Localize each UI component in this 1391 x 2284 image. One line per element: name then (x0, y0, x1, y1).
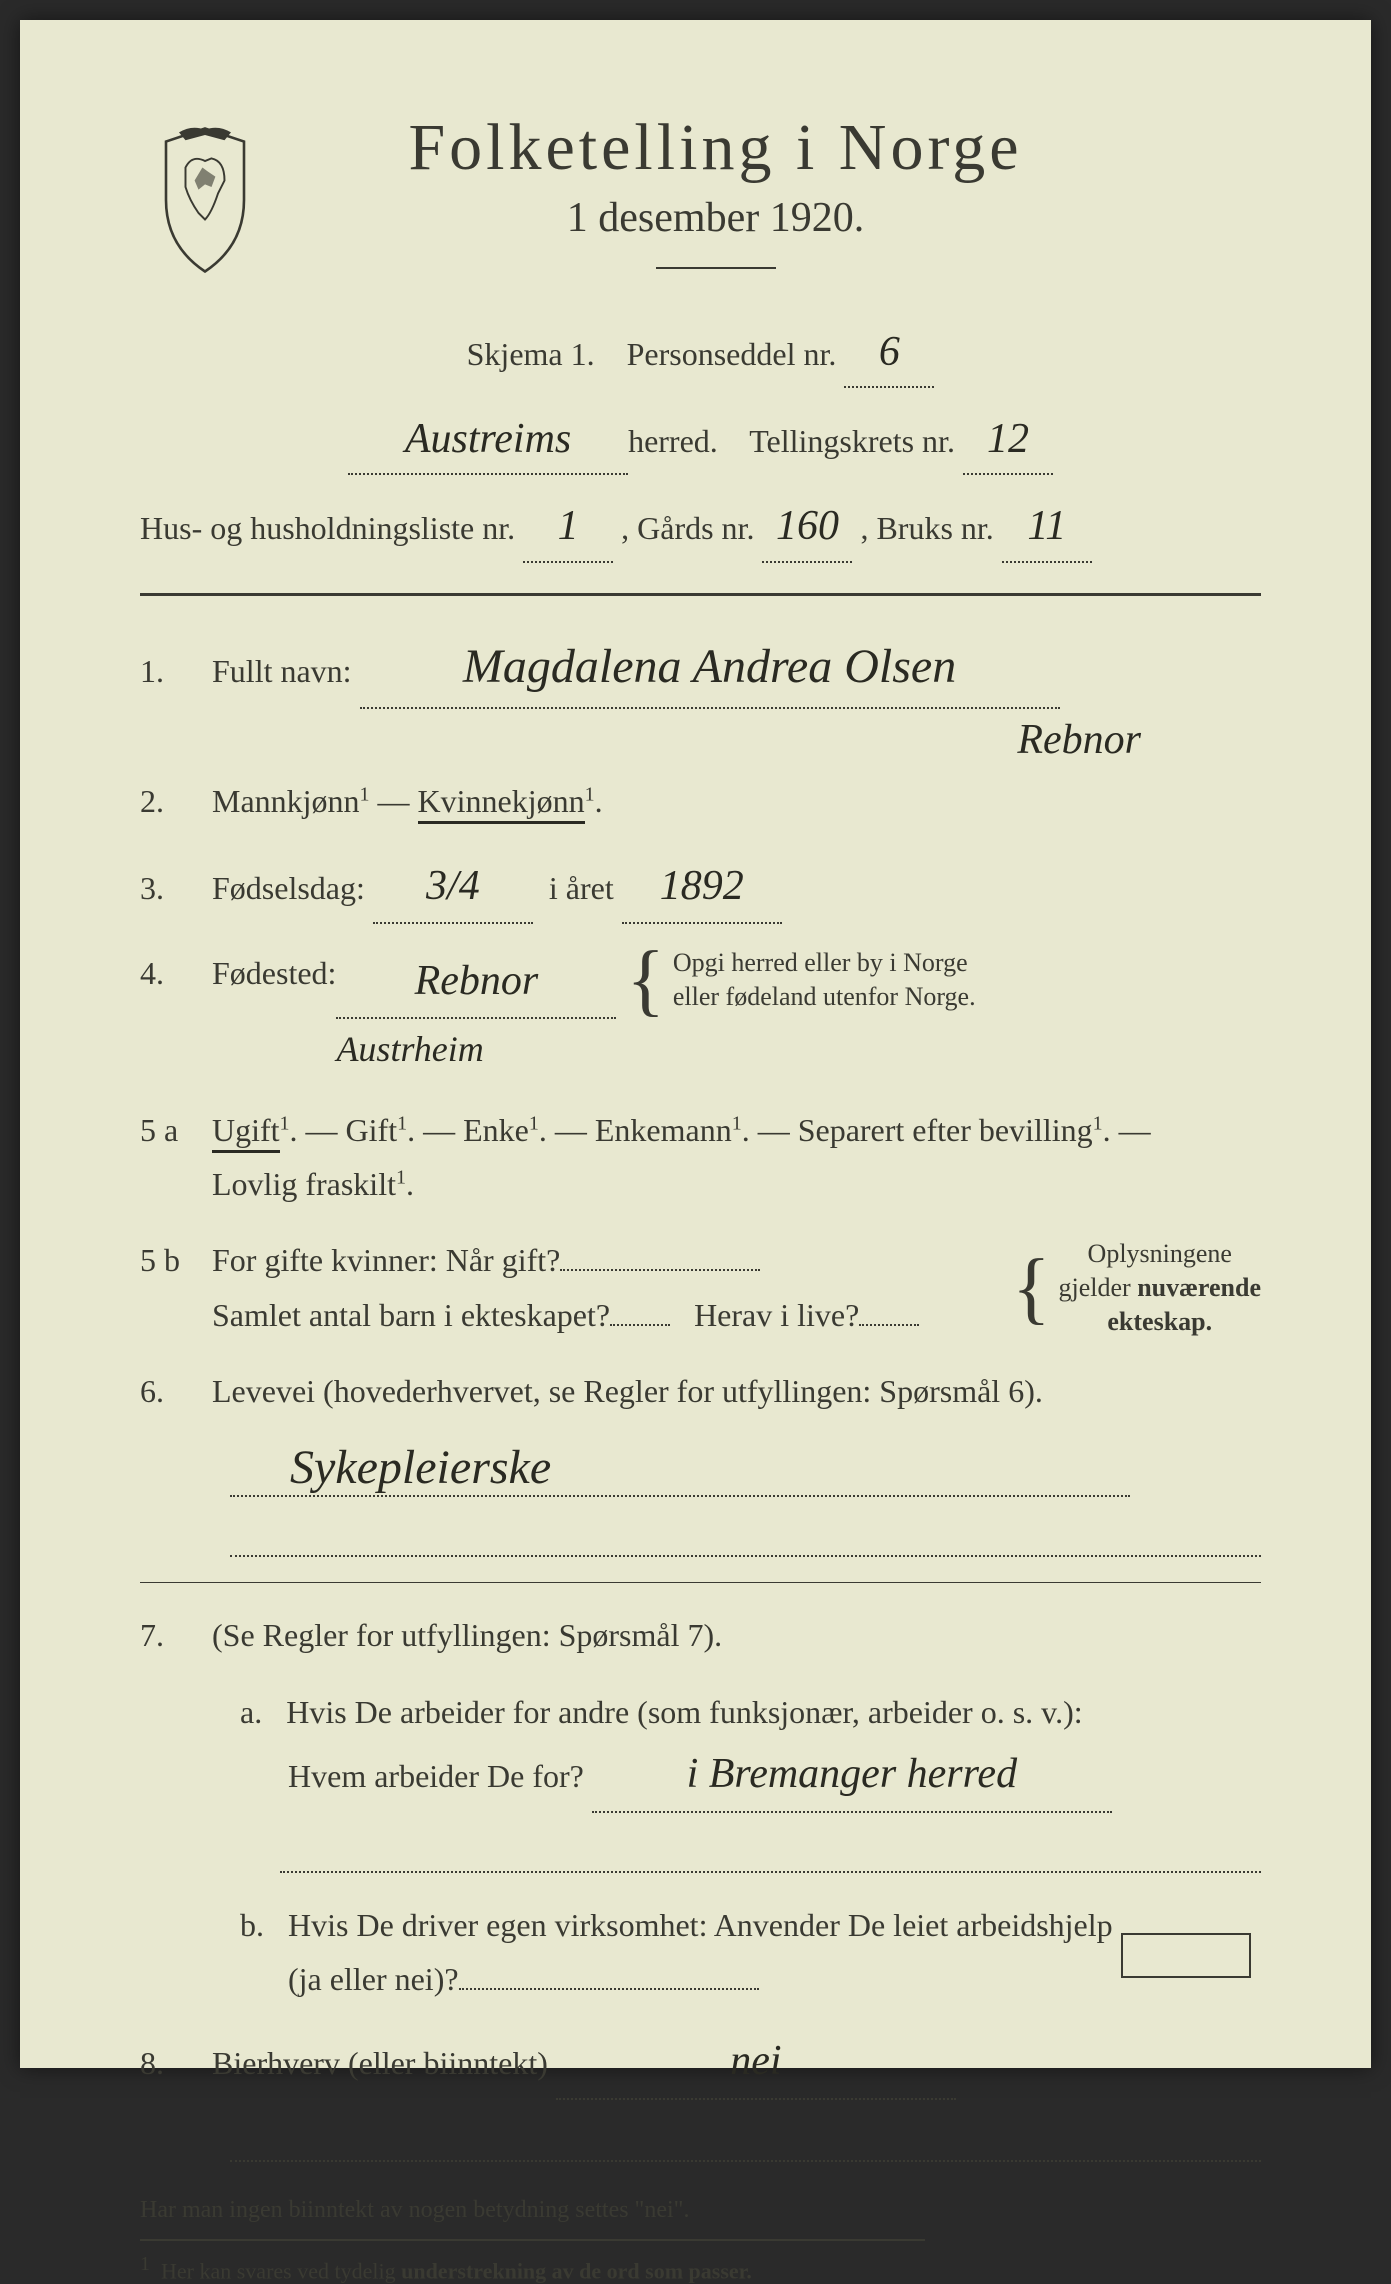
q5a-enkemann: Enkemann (595, 1112, 732, 1148)
title-block: Folketelling i Norge 1 desember 1920. (300, 110, 1261, 299)
question-7b: b. Hvis De driver egen virksomhet: Anven… (140, 1898, 1261, 2007)
skjema-label: Skjema 1. (467, 336, 595, 372)
q5b-brace: { Oplysningene gjelder nuværende ekteska… (1012, 1237, 1261, 1338)
q7b-l2: (ja eller nei)? (288, 1961, 459, 1997)
q5a-separert: Separert efter bevilling (798, 1112, 1093, 1148)
q3-mid: i året (549, 870, 614, 906)
main-title: Folketelling i Norge (300, 110, 1131, 186)
q3-day: 3/4 (373, 851, 533, 924)
q1-value2: Rebnor (1017, 717, 1141, 763)
q5b-b2: gjelder (1059, 1273, 1131, 1302)
fn2-bold: understrekning av de ord som passer. (401, 2258, 752, 2283)
herred-label: herred. (628, 423, 718, 459)
q5b-bold: nuværende (1137, 1273, 1261, 1302)
q2-mann: Mannkjønn (212, 783, 360, 819)
q8-value: nei (556, 2026, 956, 2099)
q8-blank (230, 2122, 1261, 2162)
q6-answer: Sykepleierske (230, 1440, 1261, 1497)
q6-label: Levevei (hovederhvervet, se Regler for u… (212, 1364, 1261, 1418)
husliste-label: Hus- og husholdningsliste nr. (140, 510, 515, 546)
q7b-num: b. (240, 1907, 264, 1943)
fn2-text: Her kan svares ved tydelig (161, 2258, 401, 2283)
q3-year: 1892 (622, 851, 782, 924)
printer-stamp (1121, 1933, 1251, 1978)
header: Folketelling i Norge 1 desember 1920. (140, 110, 1261, 299)
question-3: 3. Fødselsdag: 3/4 i året 1892 (140, 851, 1261, 924)
q5a-enke: Enke (463, 1112, 529, 1148)
divider-thick-1 (140, 593, 1261, 596)
bruks-nr: 11 (1002, 493, 1092, 562)
footnote-1: Har man ingen biinntekt av nogen betydni… (140, 2197, 1261, 2224)
meta-line-1: Skjema 1. Personseddel nr. 6 (140, 319, 1261, 388)
subtitle: 1 desember 1920. (300, 194, 1131, 242)
question-6: 6. Levevei (hovederhvervet, se Regler fo… (140, 1364, 1261, 1418)
q4-brace: { Opgi herred eller by i Norge eller fød… (626, 946, 975, 1014)
husliste-nr: 1 (523, 493, 613, 562)
question-7: 7. (Se Regler for utfyllingen: Spørsmål … (140, 1608, 1261, 1662)
q7a-value: i Bremanger herred (592, 1739, 1112, 1812)
q1-value2-row: Rebnor (140, 716, 1261, 764)
tellingskrets-label: Tellingskrets nr. (749, 423, 955, 459)
divider-thin-1 (140, 1582, 1261, 1583)
q5b-l1: For gifte kvinner: Når gift? (212, 1242, 560, 1278)
q6-value: Sykepleierske (230, 1440, 1130, 1497)
q8-num: 8. (140, 2036, 200, 2090)
question-2: 2. Mannkjønn1 — Kvinnekjønn1. (140, 774, 1261, 828)
q6-num: 6. (140, 1364, 200, 1418)
q6-blank-line (230, 1517, 1261, 1557)
census-form-page: Folketelling i Norge 1 desember 1920. Sk… (20, 20, 1371, 2068)
q5b-num: 5 b (140, 1233, 200, 1287)
q1-value: Magdalena Andrea Olsen (360, 626, 1060, 710)
title-divider (656, 267, 776, 269)
q8-label: Bierhverv (eller biinntekt) (212, 2045, 548, 2081)
footnote-2: 1 Her kan svares ved tydelig understrekn… (140, 2239, 925, 2284)
q5a-gift: Gift (346, 1112, 398, 1148)
q4-brace-l2: eller fødeland utenfor Norge. (673, 982, 976, 1011)
fn2-num: 1 (140, 2253, 150, 2275)
q7-num: 7. (140, 1608, 200, 1662)
q7-label: (Se Regler for utfyllingen: Spørsmål 7). (212, 1608, 1261, 1662)
q1-num: 1. (140, 644, 200, 698)
q4-value: Rebnor (336, 946, 616, 1019)
coat-of-arms-icon (140, 120, 270, 280)
q4-label: Fødested: (212, 946, 336, 1000)
q4-brace-l1: Opgi herred eller by i Norge (673, 948, 968, 977)
q5a-num: 5 a (140, 1103, 200, 1157)
q3-num: 3. (140, 861, 200, 915)
gards-nr: 160 (762, 493, 852, 562)
tellingskrets-nr: 12 (963, 406, 1053, 475)
q5b-l2a: Samlet antal barn i ekteskapet? (212, 1297, 610, 1333)
q5b-l2b: Herav i live? (694, 1297, 859, 1333)
q2-kvinne: Kvinnekjønn (418, 783, 585, 824)
personseddel-nr: 6 (844, 319, 934, 388)
question-1: 1. Fullt navn: Magdalena Andrea Olsen (140, 626, 1261, 710)
question-5a: 5 a Ugift1. — Gift1. — Enke1. — Enkemann… (140, 1103, 1261, 1212)
q7a-blank (280, 1833, 1261, 1873)
personseddel-label: Personseddel nr. (627, 336, 837, 372)
q2-num: 2. (140, 774, 200, 828)
gards-label: , Gårds nr. (621, 510, 754, 546)
q5a-ugift: Ugift (212, 1112, 280, 1153)
question-4: 4. Fødested: Rebnor Austrheim { Opgi her… (140, 946, 1261, 1081)
meta-line-3: Hus- og husholdningsliste nr. 1 , Gårds … (140, 493, 1261, 562)
meta-line-2: Austreimsherred. Tellingskrets nr. 12 (140, 406, 1261, 475)
q4-num: 4. (140, 946, 200, 1000)
q7a-l1: Hvis De arbeider for andre (som funksjon… (286, 1694, 1082, 1730)
question-8: 8. Bierhverv (eller biinntekt) nei (140, 2026, 1261, 2099)
q7a-l2: Hvem arbeider De for? (288, 1758, 584, 1794)
q5b-b1: Oplysningene (1088, 1239, 1232, 1268)
q5b-b3: ekteskap. (1107, 1307, 1212, 1336)
q1-label: Fullt navn: (212, 653, 352, 689)
q3-label: Fødselsdag: (212, 870, 365, 906)
question-5b: 5 b For gifte kvinner: Når gift? Samlet … (140, 1233, 1261, 1342)
herred-value: Austreims (348, 406, 628, 475)
q7b-l1: Hvis De driver egen virksomhet: Anvender… (288, 1907, 1113, 1943)
q5a-lovlig: Lovlig fraskilt (212, 1166, 396, 1202)
q4-value2: Austrheim (336, 1029, 483, 1069)
q7a-num: a. (240, 1694, 262, 1730)
question-7a: a. Hvis De arbeider for andre (som funks… (140, 1685, 1261, 1813)
bruks-label: , Bruks nr. (860, 510, 993, 546)
